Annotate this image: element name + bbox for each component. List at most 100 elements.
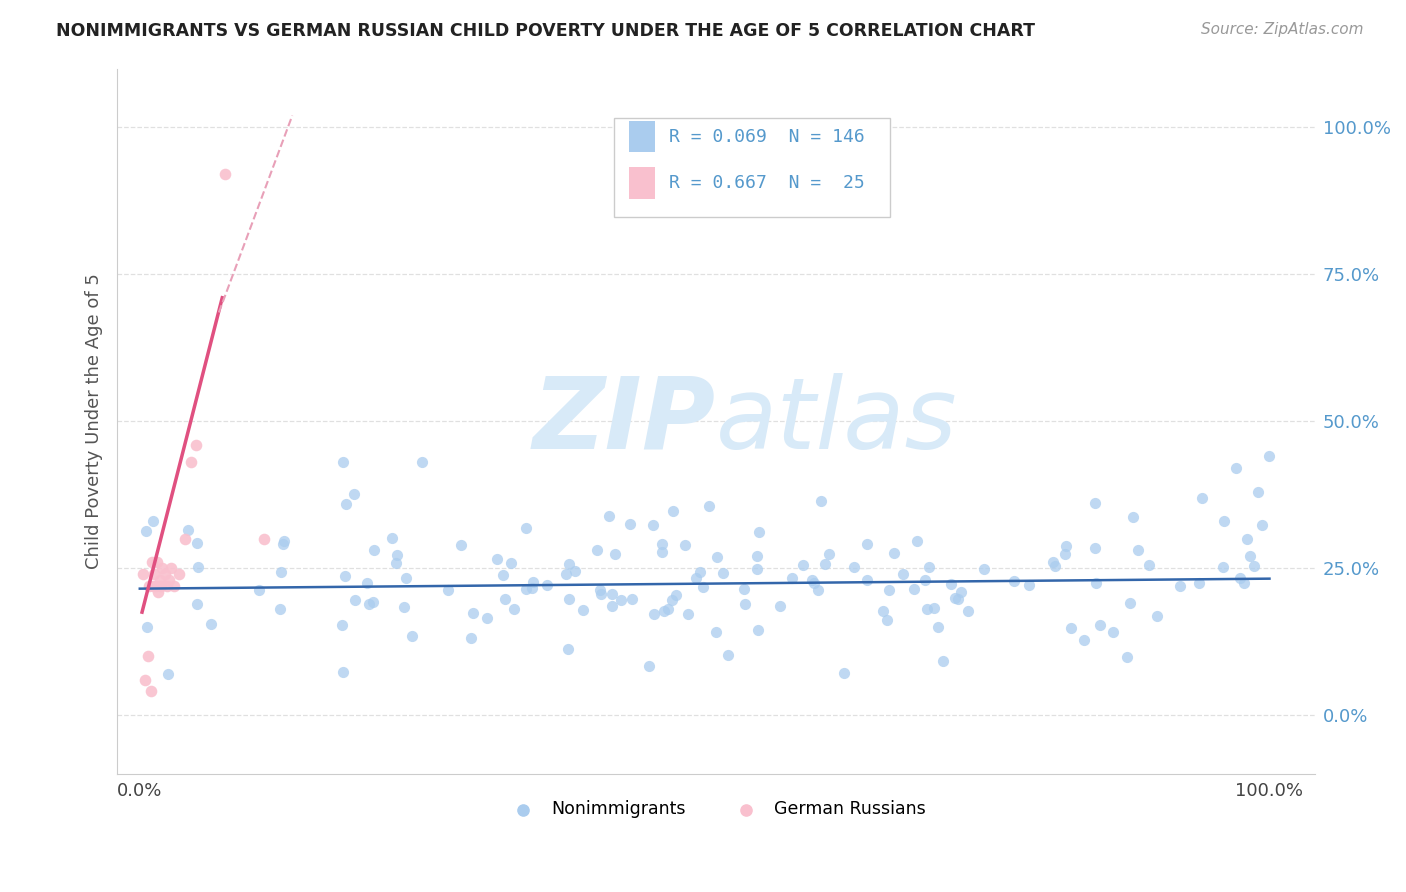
- Point: [780, 571, 803, 585]
- Point: [153, 566, 176, 581]
- Point: [748, 525, 770, 540]
- Point: [1084, 541, 1107, 555]
- Point: [950, 584, 973, 599]
- Point: [494, 591, 516, 606]
- Point: [142, 579, 165, 593]
- Point: [905, 533, 928, 548]
- Point: [156, 667, 179, 681]
- Point: [745, 549, 768, 564]
- Text: Source: ZipAtlas.com: Source: ZipAtlas.com: [1201, 22, 1364, 37]
- Point: [747, 623, 769, 637]
- Point: [1053, 547, 1076, 561]
- Point: [363, 542, 385, 557]
- Point: [160, 561, 183, 575]
- Point: [332, 455, 354, 469]
- Point: [733, 582, 755, 596]
- Point: [169, 566, 191, 581]
- Point: [1258, 450, 1281, 464]
- Point: [138, 579, 160, 593]
- Point: [800, 573, 823, 587]
- Point: [602, 587, 624, 601]
- Point: [475, 611, 498, 625]
- Point: [149, 573, 172, 587]
- Point: [598, 508, 620, 523]
- Point: [1042, 555, 1064, 569]
- Legend: Nonimmigrants, German Russians: Nonimmigrants, German Russians: [499, 793, 932, 825]
- Point: [1191, 491, 1213, 505]
- Point: [271, 536, 294, 550]
- Point: [654, 604, 676, 618]
- Point: [269, 601, 291, 615]
- Point: [1243, 559, 1265, 574]
- Point: [643, 607, 665, 622]
- Point: [1137, 558, 1160, 572]
- Point: [177, 523, 200, 537]
- Point: [460, 631, 482, 645]
- Point: [143, 566, 166, 581]
- Point: [515, 582, 537, 596]
- Point: [1101, 625, 1123, 640]
- Point: [395, 571, 418, 585]
- Point: [706, 549, 728, 564]
- Point: [359, 597, 381, 611]
- Point: [943, 591, 966, 605]
- Y-axis label: Child Poverty Under the Age of 5: Child Poverty Under the Age of 5: [86, 273, 103, 569]
- Point: [704, 625, 727, 640]
- Point: [1146, 609, 1168, 624]
- Point: [619, 517, 641, 532]
- FancyBboxPatch shape: [614, 118, 890, 217]
- Text: R = 0.069  N = 146: R = 0.069 N = 146: [669, 128, 865, 145]
- Point: [335, 568, 357, 582]
- Point: [1090, 618, 1112, 632]
- Point: [803, 576, 825, 591]
- Point: [589, 582, 612, 597]
- Point: [927, 620, 949, 634]
- Point: [651, 537, 673, 551]
- Point: [643, 518, 665, 533]
- Point: [814, 557, 837, 571]
- Point: [1247, 484, 1270, 499]
- Point: [163, 579, 186, 593]
- Point: [1002, 574, 1025, 588]
- Point: [673, 538, 696, 552]
- Text: atlas: atlas: [716, 373, 957, 470]
- Point: [381, 532, 404, 546]
- Point: [270, 565, 292, 579]
- Point: [957, 604, 980, 618]
- Point: [1119, 596, 1142, 610]
- Point: [157, 573, 180, 587]
- Point: [585, 543, 607, 558]
- Point: [1122, 510, 1144, 524]
- Point: [486, 551, 509, 566]
- Point: [437, 582, 460, 597]
- Point: [335, 497, 357, 511]
- Point: [1084, 575, 1107, 590]
- Point: [605, 547, 627, 561]
- Point: [931, 655, 953, 669]
- Point: [499, 556, 522, 570]
- Point: [186, 597, 208, 611]
- Point: [769, 599, 792, 613]
- Point: [856, 537, 879, 551]
- Point: [145, 579, 167, 593]
- Point: [150, 579, 173, 593]
- Point: [558, 557, 581, 571]
- Point: [142, 514, 165, 528]
- Point: [745, 562, 768, 576]
- Bar: [628, 120, 655, 153]
- Point: [946, 591, 969, 606]
- Point: [200, 616, 222, 631]
- Point: [1059, 621, 1081, 635]
- Point: [186, 536, 208, 550]
- Point: [1043, 558, 1066, 573]
- Point: [356, 576, 378, 591]
- Point: [914, 574, 936, 588]
- Point: [343, 593, 366, 607]
- Point: [361, 595, 384, 609]
- Point: [1251, 517, 1274, 532]
- Bar: [628, 167, 655, 199]
- Point: [214, 167, 236, 181]
- Point: [502, 602, 524, 616]
- Point: [1236, 532, 1258, 546]
- Point: [1084, 495, 1107, 509]
